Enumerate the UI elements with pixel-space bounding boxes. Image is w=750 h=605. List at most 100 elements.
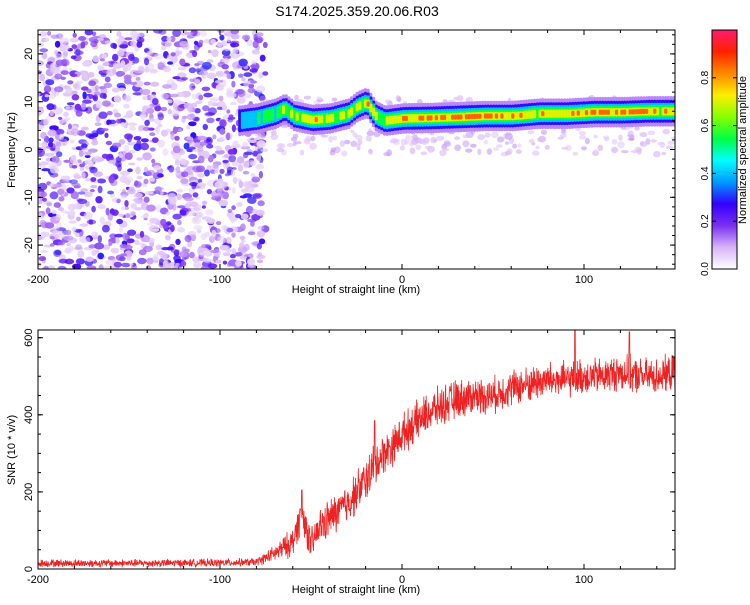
noise-blob	[129, 262, 134, 266]
noise-blob	[256, 259, 264, 264]
halo-speckle	[645, 138, 651, 145]
ridge-band-segment	[544, 109, 548, 118]
noise-blob	[75, 258, 85, 265]
noise-blob	[215, 145, 223, 152]
ridge-band-segment	[503, 111, 507, 121]
x-tick-label: -200	[27, 574, 49, 586]
ridge-band-segment	[475, 113, 479, 119]
noise-blob	[176, 188, 184, 193]
noise-blob	[221, 40, 228, 47]
noise-blob	[43, 265, 49, 269]
ridge-band-segment	[246, 111, 250, 129]
noise-blob	[212, 164, 219, 169]
ridge-band-segment	[489, 113, 493, 119]
halo-speckle	[627, 137, 635, 141]
noise-blob	[157, 113, 164, 121]
halo-speckle	[662, 128, 670, 135]
noise-blob	[176, 205, 187, 209]
halo-speckle	[350, 129, 355, 134]
noise-blob	[38, 91, 41, 97]
noise-blob	[249, 68, 258, 73]
noise-blob	[243, 243, 250, 252]
noise-blob	[44, 94, 49, 98]
noise-blob	[114, 233, 124, 238]
noise-blob	[134, 181, 142, 188]
halo-speckle	[462, 134, 469, 139]
noise-blob	[70, 139, 75, 144]
noise-blob	[198, 94, 204, 101]
ridge-band-segment	[530, 110, 534, 119]
noise-blob	[104, 132, 109, 138]
noise-blob	[38, 262, 42, 268]
noise-blob	[119, 243, 128, 249]
noise-blob	[102, 62, 110, 67]
noise-blob	[99, 92, 107, 99]
noise-blob	[81, 150, 86, 156]
noise-blob	[120, 206, 127, 211]
ridge-band-segment	[606, 109, 610, 115]
ridge-band-segment	[306, 114, 310, 124]
noise-blob	[179, 209, 187, 216]
halo-speckle	[316, 96, 322, 100]
noise-blob	[206, 217, 216, 225]
noise-blob	[50, 62, 57, 68]
halo-speckle	[515, 149, 522, 154]
noise-blob	[202, 105, 210, 112]
ridge-band-segment	[661, 107, 665, 116]
noise-blob	[209, 169, 216, 174]
noise-blob	[54, 86, 64, 93]
ridge-band-segment	[535, 107, 539, 121]
noise-blob	[123, 74, 132, 81]
noise-blob	[105, 207, 110, 216]
noise-blob	[238, 180, 244, 189]
noise-blob	[65, 229, 72, 236]
y-tick-label: 10	[23, 96, 35, 108]
ridge-band-segment	[650, 107, 654, 116]
noise-blob	[250, 60, 257, 66]
colorbar: 0.0 0.2 0.4 0.6 0.8 Normalized spectral ampl…	[700, 29, 749, 276]
halo-speckle	[639, 132, 648, 138]
noise-blob	[235, 260, 242, 267]
noise-blob	[214, 180, 224, 189]
noise-blob	[216, 106, 224, 110]
noise-blob	[157, 139, 166, 148]
noise-blob	[149, 228, 160, 232]
noise-blob	[238, 73, 244, 78]
colorbar-tick-label: 0.8	[700, 70, 711, 84]
ridge-band-segment	[505, 111, 509, 121]
halo-speckle	[536, 137, 543, 142]
noise-blob	[134, 207, 143, 211]
noise-blob	[123, 94, 132, 103]
noise-blob	[207, 49, 212, 54]
noise-blob	[245, 205, 254, 214]
ridge-band-segment	[344, 108, 348, 121]
noise-blob	[115, 70, 126, 77]
noise-blob	[192, 165, 202, 173]
halo-speckle	[611, 146, 619, 154]
noise-blob	[199, 182, 204, 186]
noise-blob	[140, 142, 149, 151]
noise-blob	[211, 49, 219, 58]
noise-blob	[94, 91, 101, 96]
noise-blob	[153, 30, 163, 34]
noise-blob	[149, 147, 156, 152]
noise-blob	[94, 85, 100, 92]
noise-blob	[147, 118, 156, 122]
noise-blob	[105, 259, 114, 266]
noise-blob	[85, 151, 92, 155]
halo-speckle	[424, 145, 433, 150]
noise-blob	[84, 178, 92, 182]
halo-speckle	[417, 99, 423, 104]
noise-blob	[90, 184, 98, 189]
noise-blob	[110, 42, 117, 49]
noise-blob	[257, 252, 263, 257]
ridge-band-segment	[434, 115, 438, 121]
noise-blob	[226, 36, 232, 43]
spectrogram-x-label: Height of straight line (km)	[292, 284, 420, 296]
noise-blob	[45, 222, 55, 229]
ridge-band-segment	[492, 111, 496, 121]
noise-blob	[238, 58, 248, 67]
noise-blob	[74, 232, 80, 237]
noise-blob	[170, 249, 180, 254]
noise-blob	[259, 95, 267, 101]
